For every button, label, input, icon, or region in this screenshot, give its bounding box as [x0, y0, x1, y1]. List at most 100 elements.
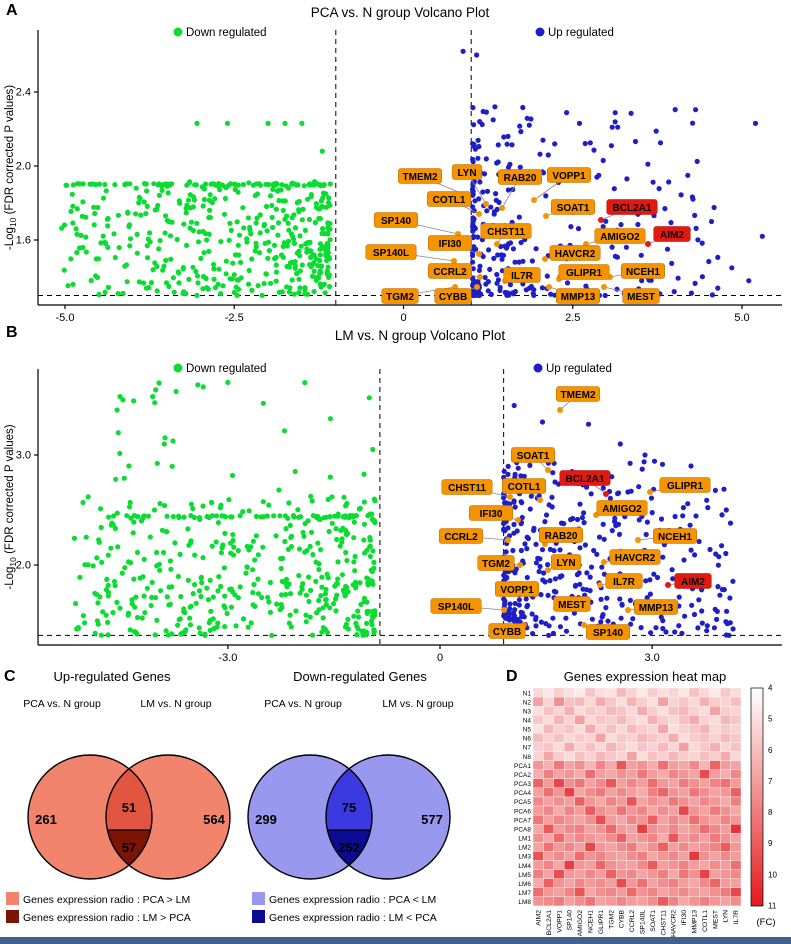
- heatmap-cell: [688, 769, 700, 779]
- heatmap-cell: [636, 824, 648, 834]
- gene-dot-SP140: [581, 622, 587, 628]
- heatmap-cell: [678, 805, 690, 816]
- heatmap-cell: [595, 760, 606, 770]
- heatmap-cell: [564, 696, 575, 707]
- heatmap-cell: [564, 860, 575, 870]
- heatmap-cell: [553, 878, 565, 888]
- heatmap-cell: [636, 860, 648, 870]
- heatmap-cell: [584, 733, 596, 743]
- venn-legend-label: Genes expression radio : PCA < LM: [269, 894, 436, 906]
- heatmap-cell: [657, 787, 669, 798]
- heatmap-cell: [595, 724, 606, 734]
- heatmap-cell: [668, 833, 679, 843]
- heatmap-cell: [595, 887, 606, 898]
- heatmap-cell: [616, 769, 627, 779]
- svg-text:AMIGO2: AMIGO2: [602, 504, 642, 515]
- svg-text:MEST: MEST: [627, 292, 655, 303]
- heatmap-cell: [605, 787, 617, 798]
- x-tick-label: 5.0: [734, 312, 749, 322]
- svg-text:CHST11: CHST11: [448, 483, 486, 494]
- heatmap-cell: [678, 778, 690, 789]
- svg-text:RAB20: RAB20: [545, 531, 578, 542]
- heatmap-cell: [564, 805, 575, 816]
- heatmap-cell: [626, 824, 638, 834]
- heatmap-cell: [595, 805, 606, 816]
- heatmap-cell: [605, 860, 617, 870]
- heatmap-cell: [720, 724, 731, 734]
- heatmap-cell: [584, 851, 596, 861]
- gene-label-TMEM2: [398, 168, 442, 184]
- heatmap-cell: [647, 715, 658, 725]
- svg-text:VOPP1: VOPP1: [552, 171, 586, 182]
- legend-dot: [173, 27, 183, 37]
- heatmap-row-label: LM6: [518, 881, 531, 888]
- venn-set-label: PCA vs. N group: [264, 698, 342, 710]
- heatmap-cell: [688, 742, 700, 752]
- heatmap-col-label: CYBB: [619, 909, 626, 928]
- heatmap-cell: [657, 896, 669, 907]
- gene-dot-MMP13: [546, 284, 552, 290]
- gene-label-SOAT1: [511, 447, 555, 463]
- heatmap-cell: [532, 842, 544, 852]
- heatmap-cell: [688, 724, 700, 734]
- gene-label-SP140L: [365, 244, 417, 260]
- heatmap-cell: [647, 724, 658, 734]
- gene-label-COTL1: [427, 191, 471, 207]
- heatmap-cell: [595, 715, 606, 725]
- heatmap-cell: [626, 751, 638, 761]
- heatmap-cell: [699, 796, 710, 807]
- x-tick-label: 2.5: [565, 312, 580, 322]
- heatmap-cell: [668, 787, 679, 798]
- heatmap-cell: [553, 860, 565, 870]
- heatmap-cell: [553, 869, 565, 879]
- heatmap-cell: [574, 724, 586, 734]
- heatmap-cell: [699, 896, 710, 907]
- heatmap-cell: [584, 696, 596, 707]
- heatmap-cell: [636, 705, 648, 716]
- heatmap-cell: [668, 724, 679, 734]
- heatmap-cell: [636, 887, 648, 898]
- heatmap-cell: [720, 878, 731, 888]
- heatmap-cell: [657, 769, 669, 779]
- heatmap-row-label: LM5: [518, 872, 531, 879]
- heatmap-row-label: N3: [523, 708, 532, 715]
- heatmap-cell: [657, 814, 669, 825]
- heatmap-cell: [553, 724, 565, 734]
- svg-text:HAVCR2: HAVCR2: [615, 553, 656, 564]
- heatmap-cell: [532, 778, 544, 789]
- gene-dot-SOAT1: [545, 467, 551, 473]
- heatmap-cell: [709, 696, 721, 707]
- heatmap-cell: [626, 733, 638, 743]
- heatmap-cell: [584, 833, 596, 843]
- gene-label-CYBB: [434, 288, 472, 304]
- heatmap-cell: [564, 851, 575, 861]
- heatmap-cell: [688, 824, 700, 834]
- plot-title: LM vs. N group Volcano Plot: [335, 328, 506, 343]
- venn-title: Up-regulated Genes: [53, 669, 171, 684]
- heatmap-cell: [605, 751, 617, 761]
- heatmap-cell: [564, 751, 575, 761]
- gene-dot-LYN: [545, 567, 551, 573]
- heatmap-cell: [564, 887, 575, 898]
- heatmap-cell: [647, 842, 658, 852]
- heatmap-cell: [678, 733, 690, 743]
- heatmap-cell: [574, 887, 586, 898]
- gene-dot-CHST11: [494, 241, 500, 247]
- heatmap-cell: [553, 751, 565, 761]
- gene-label-RAB20: [539, 527, 583, 543]
- heatmap-cell: [532, 787, 544, 798]
- svg-text:AIM2: AIM2: [681, 577, 705, 588]
- heatmap-cell: [564, 733, 575, 743]
- heatmap-cell: [720, 805, 731, 816]
- heatmap-cell: [532, 851, 544, 861]
- heatmap-cell: [584, 778, 596, 789]
- heatmap-row-label: LM1: [518, 836, 531, 843]
- heatmap-cell: [626, 833, 638, 843]
- heatmap-cell: [543, 896, 554, 907]
- svg-text:CYBB: CYBB: [493, 627, 521, 638]
- heatmap-cell: [730, 814, 742, 825]
- heatmap-cell: [668, 705, 679, 716]
- heatmap-cell: [657, 860, 669, 870]
- heatmap-row-label: LM8: [518, 899, 531, 906]
- heatmap-cell: [657, 833, 669, 843]
